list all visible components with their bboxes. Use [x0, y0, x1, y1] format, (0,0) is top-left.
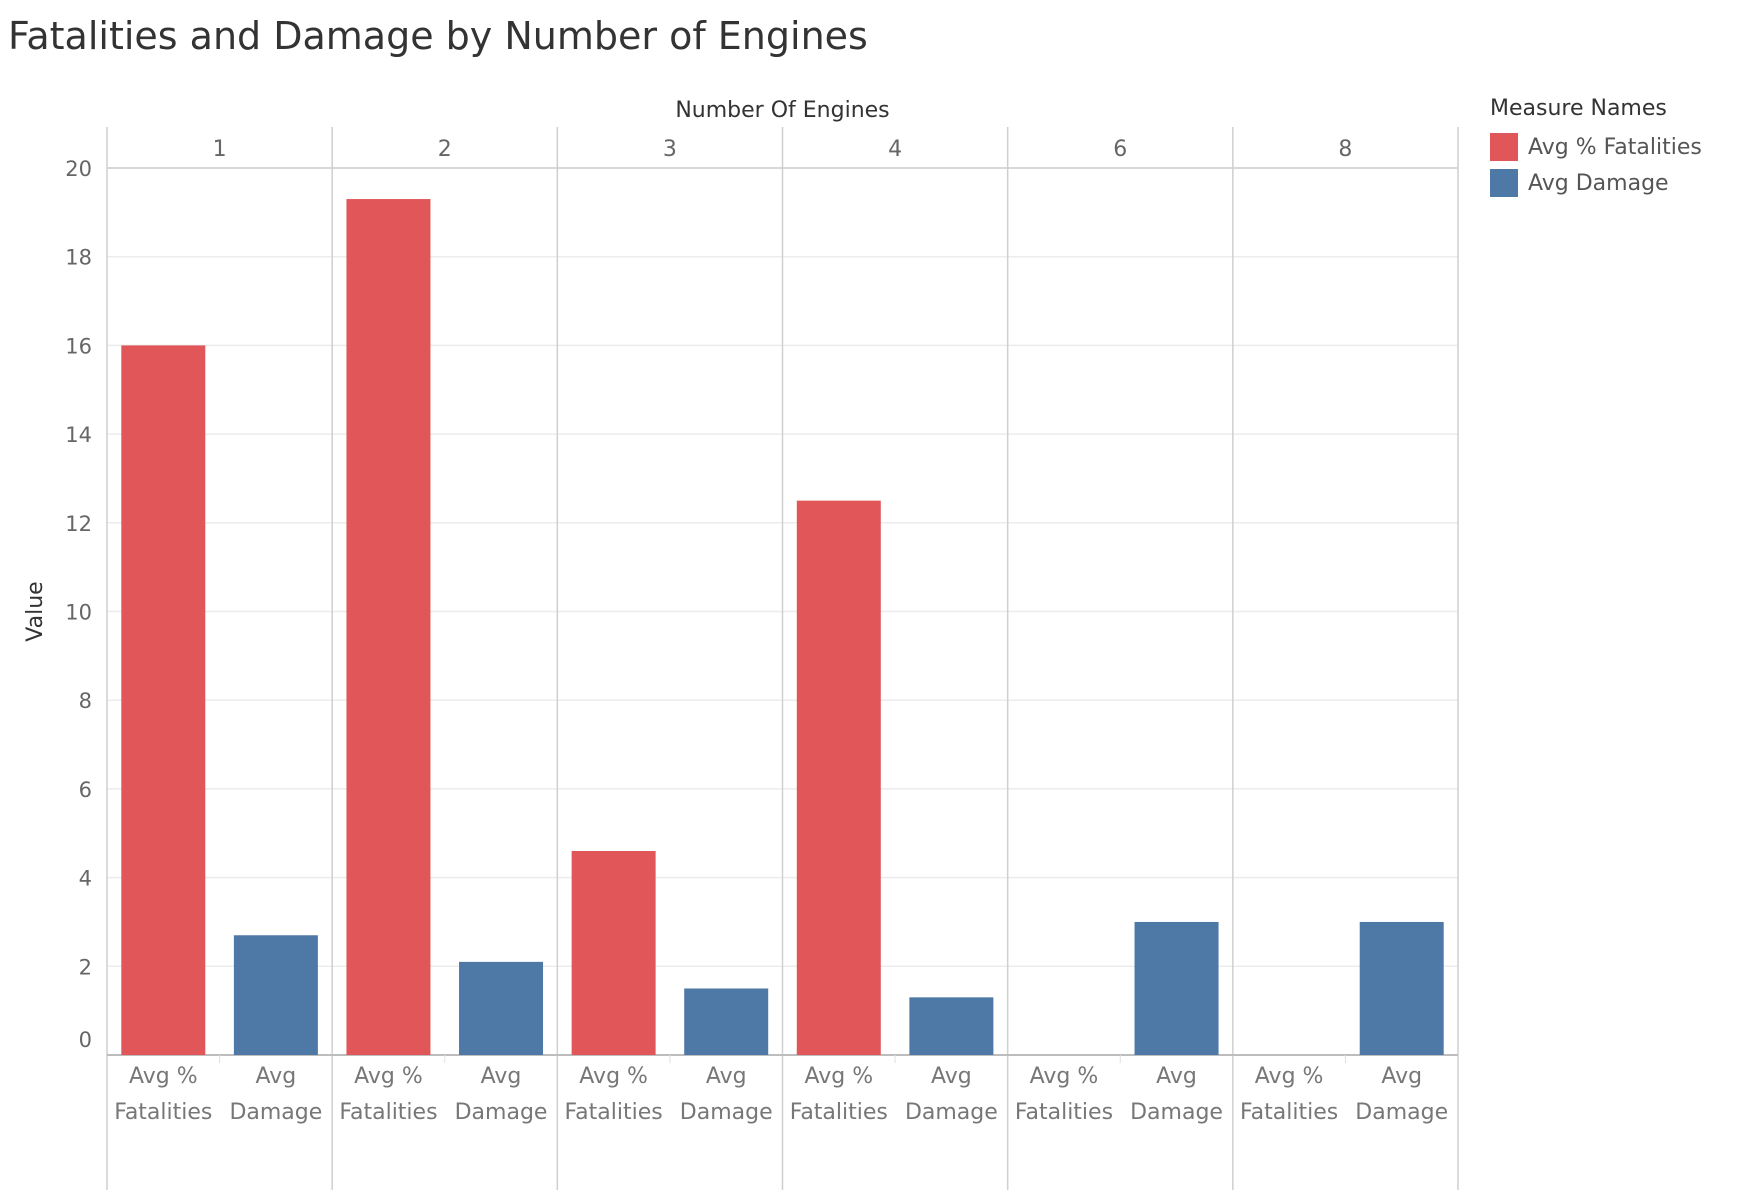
- x-category-label: Fatalities: [1240, 1100, 1338, 1125]
- legend-item-fatalities[interactable]: Avg % Fatalities: [1490, 129, 1702, 165]
- x-category-label: Avg: [1381, 1064, 1422, 1089]
- legend-item-damage[interactable]: Avg Damage: [1490, 165, 1702, 201]
- bar-damage-3: [684, 988, 769, 1055]
- x-category-label: Damage: [905, 1100, 998, 1125]
- legend-swatch-damage: [1490, 169, 1518, 197]
- y-tick-label: 20: [65, 157, 92, 181]
- y-tick-label: 4: [79, 867, 92, 891]
- y-tick-label: 14: [65, 423, 92, 447]
- legend-label-damage: Avg Damage: [1528, 170, 1669, 196]
- y-tick-label: 18: [65, 246, 92, 270]
- x-category-label: Damage: [1130, 1100, 1223, 1125]
- bar-damage-4: [909, 997, 994, 1055]
- y-tick-label: 6: [79, 778, 92, 802]
- x-category-label: Damage: [455, 1100, 548, 1125]
- x-category-label: Fatalities: [1015, 1100, 1113, 1125]
- x-category-label: Avg %: [1255, 1064, 1324, 1089]
- x-category-label: Avg: [481, 1064, 522, 1089]
- column-header-6: 6: [1113, 137, 1127, 162]
- x-category-label: Damage: [1355, 1100, 1448, 1125]
- column-header-title: Number Of Engines: [675, 98, 889, 123]
- bar-fatalities-2: [346, 199, 431, 1056]
- chart-title: Fatalities and Damage by Number of Engin…: [8, 14, 868, 58]
- bar-damage-1: [233, 935, 318, 1055]
- x-category-label: Avg %: [1030, 1064, 1099, 1089]
- legend-title: Measure Names: [1490, 96, 1667, 121]
- y-tick-label: 8: [79, 689, 92, 713]
- y-tick-label: 12: [65, 512, 92, 536]
- x-category-label: Avg %: [804, 1064, 873, 1089]
- bar-damage-6: [1134, 921, 1219, 1055]
- x-category-label: Fatalities: [114, 1100, 212, 1125]
- bar-fatalities-4: [796, 500, 881, 1055]
- column-header-3: 3: [663, 137, 677, 162]
- bar-fatalities-3: [571, 850, 656, 1055]
- y-tick-label: 16: [65, 334, 92, 358]
- x-category-label: Avg %: [354, 1064, 423, 1089]
- legend-swatch-fatalities: [1490, 133, 1518, 161]
- column-header-1: 1: [213, 137, 227, 162]
- bar-damage-8: [1359, 921, 1444, 1055]
- bar-damage-2: [459, 961, 544, 1055]
- x-category-label: Fatalities: [339, 1100, 437, 1125]
- x-category-label: Avg: [931, 1064, 972, 1089]
- column-header-4: 4: [888, 137, 902, 162]
- y-tick-label: 2: [79, 955, 92, 979]
- x-category-label: Damage: [680, 1100, 773, 1125]
- column-header-8: 8: [1338, 137, 1352, 162]
- y-axis-title: Value: [23, 581, 48, 641]
- bar-fatalities-1: [121, 345, 206, 1055]
- legend-label-fatalities: Avg % Fatalities: [1528, 134, 1702, 160]
- column-header-2: 2: [438, 137, 452, 162]
- y-tick-label: 10: [65, 601, 92, 625]
- x-category-label: Avg: [706, 1064, 747, 1089]
- x-category-label: Avg %: [129, 1064, 198, 1089]
- x-category-label: Damage: [229, 1100, 322, 1125]
- x-category-label: Avg: [256, 1064, 297, 1089]
- x-category-label: Avg %: [579, 1064, 648, 1089]
- x-category-label: Avg: [1156, 1064, 1197, 1089]
- x-category-label: Fatalities: [790, 1100, 888, 1125]
- legend[interactable]: Measure Names Avg % Fatalities Avg Damag…: [1490, 96, 1702, 201]
- x-category-label: Fatalities: [565, 1100, 663, 1125]
- y-tick-label: 0: [79, 1028, 92, 1052]
